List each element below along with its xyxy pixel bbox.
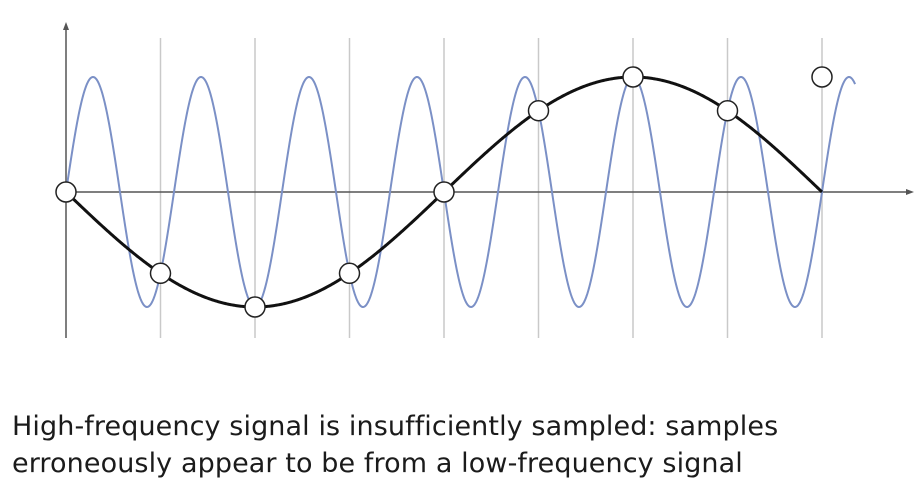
sample-markers bbox=[55, 66, 833, 318]
caption-line-2: erroneously appear to be from a low-freq… bbox=[12, 448, 743, 479]
caption: High-frequency signal is insufficiently … bbox=[12, 408, 912, 482]
caption-line-1: High-frequency signal is insufficiently … bbox=[12, 411, 779, 442]
y-axis-arrow bbox=[63, 22, 69, 30]
sample-point bbox=[622, 66, 644, 88]
high-frequency-signal bbox=[65, 75, 856, 309]
sample-point bbox=[811, 66, 833, 88]
sample-point bbox=[149, 262, 172, 285]
sample-gridlines bbox=[159, 38, 823, 338]
x-axis-arrow bbox=[906, 189, 914, 195]
sample-point bbox=[433, 181, 455, 203]
sample-point bbox=[55, 181, 77, 203]
sample-point bbox=[527, 99, 550, 122]
sample-point bbox=[716, 99, 739, 122]
sample-point bbox=[244, 296, 266, 318]
aliasing-plot bbox=[55, 22, 914, 338]
sample-point bbox=[338, 262, 361, 285]
